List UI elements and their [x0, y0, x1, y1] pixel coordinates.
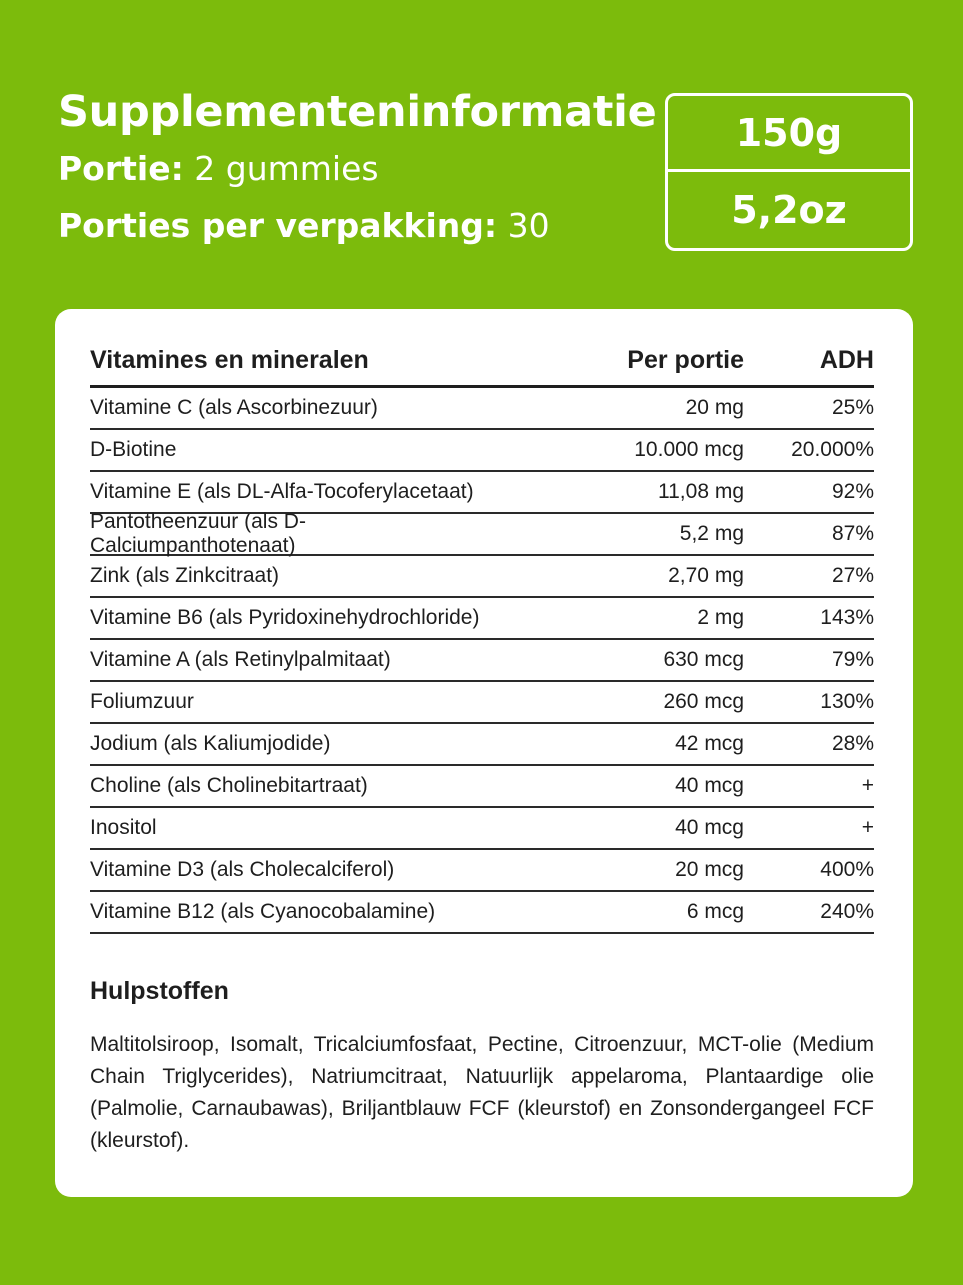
nutrient-name: Choline (als Cholinebitartraat) [90, 774, 368, 797]
nutrient-amount: 11,08 mg [658, 480, 744, 503]
nutrient-amount: 630 mcg [663, 648, 744, 671]
nutrient-amount: 42 mcg [675, 732, 744, 755]
table-row: D-Biotine 10.000 mcg 20.000% [90, 430, 874, 472]
table-row: Vitamine B6 (als Pyridoxinehydrochloride… [90, 598, 874, 640]
nutrient-adh: 87% [831, 522, 874, 545]
serving-size-label: Portie: [58, 149, 184, 188]
table-row: Vitamine B12 (als Cyanocobalamine) 6 mcg… [90, 892, 874, 934]
nutrient-amount: 40 mcg [675, 816, 744, 839]
table-row: Choline (als Cholinebitartraat) 40 mcg + [90, 766, 874, 808]
servings-per-container-line: Porties per verpakking: 30 [58, 197, 638, 254]
column-header-name: Vitamines en mineralen [90, 345, 369, 374]
servings-per-container-label: Porties per verpakking: [58, 206, 498, 245]
serving-size-line: Portie: 2 gummies [58, 140, 638, 197]
table-body: Vitamine C (als Ascorbinezuur) 20 mg 25%… [90, 388, 874, 934]
nutrient-adh: + [861, 774, 874, 797]
nutrient-amount: 40 mcg [675, 774, 744, 797]
nutrient-name: Zink (als Zinkcitraat) [90, 564, 280, 587]
nutrient-name: Vitamine B12 (als Cyanocobalamine) [90, 900, 436, 923]
nutrient-adh: 143% [820, 606, 874, 629]
nutrient-amount: 20 mcg [675, 858, 744, 881]
nutrient-name: Vitamine C (als Ascorbinezuur) [90, 396, 378, 419]
column-header-amount: Per portie [627, 345, 744, 374]
table-header: Vitamines en mineralen Per portie ADH [90, 335, 874, 388]
nutrient-name: Inositol [90, 816, 157, 839]
excipients-heading: Hulpstoffen [90, 977, 229, 1005]
nutrient-table: Vitamines en mineralen Per portie ADH Vi… [90, 335, 874, 934]
nutrient-name: Vitamine A (als Retinylpalmitaat) [90, 648, 391, 671]
table-row: Foliumzuur 260 mcg 130% [90, 682, 874, 724]
table-row: Jodium (als Kaliumjodide) 42 mcg 28% [90, 724, 874, 766]
net-weight-ounces: 5,2oz [731, 188, 847, 232]
nutrient-name: Jodium (als Kaliumjodide) [90, 732, 331, 755]
nutrient-name: Vitamine B6 (als Pyridoxinehydrochloride… [90, 606, 480, 629]
serving-size-value: 2 gummies [194, 149, 379, 188]
nutrient-adh: + [861, 816, 874, 839]
nutrient-amount: 2,70 mg [668, 564, 744, 587]
table-row: Vitamine D3 (als Cholecalciferol) 20 mcg… [90, 850, 874, 892]
table-row: Pantotheenzuur (als D-Calciumpanthotenaa… [90, 510, 874, 557]
table-row: Vitamine A (als Retinylpalmitaat) 630 mc… [90, 640, 874, 682]
nutrient-adh: 79% [831, 648, 874, 671]
table-row: Inositol 40 mcg + [90, 808, 874, 850]
table-row: Vitamine C (als Ascorbinezuur) 20 mg 25% [90, 388, 874, 430]
nutrient-name: D-Biotine [90, 438, 177, 461]
nutrient-adh: 240% [820, 900, 874, 923]
nutrient-amount: 6 mcg [686, 900, 744, 923]
nutrient-adh: 20.000% [791, 438, 874, 461]
nutrient-amount: 2 mg [697, 606, 744, 629]
supplement-facts-card: Vitamines en mineralen Per portie ADH Vi… [55, 309, 913, 1197]
nutrient-adh: 27% [831, 564, 874, 587]
nutrient-amount: 260 mcg [663, 690, 744, 713]
nutrient-adh: 25% [831, 396, 874, 419]
nutrient-name: Vitamine D3 (als Cholecalciferol) [90, 858, 395, 881]
column-header-adh: ADH [819, 345, 874, 374]
servings-per-container-value: 30 [507, 206, 550, 245]
nutrient-adh: 130% [820, 690, 874, 713]
nutrient-adh: 92% [831, 480, 874, 503]
nutrient-name: Foliumzuur [90, 690, 194, 713]
table-row: Zink (als Zinkcitraat) 2,70 mg 27% [90, 556, 874, 598]
nutrient-adh: 400% [820, 858, 874, 881]
nutrient-name: Pantotheenzuur (als D-Calciumpanthotenaa… [90, 510, 306, 557]
label-header: Supplementeninformatie Portie: 2 gummies… [58, 84, 657, 254]
excipients-text: Maltitolsiroop, Isomalt, Tricalciumfosfa… [90, 1033, 874, 1152]
nutrient-name: Vitamine E (als DL-Alfa-Tocoferylacetaat… [90, 480, 474, 503]
nutrient-amount: 10.000 mcg [634, 438, 744, 461]
nutrient-amount: 20 mg [685, 396, 744, 419]
table-row: Vitamine E (als DL-Alfa-Tocoferylacetaat… [90, 472, 874, 514]
net-weight-box: 150g 5,2oz [665, 93, 913, 251]
nutrient-adh: 28% [831, 732, 874, 755]
nutrient-amount: 5,2 mg [679, 522, 744, 545]
net-weight-grams: 150g [668, 96, 910, 172]
page-title: Supplementeninformatie [58, 87, 657, 137]
